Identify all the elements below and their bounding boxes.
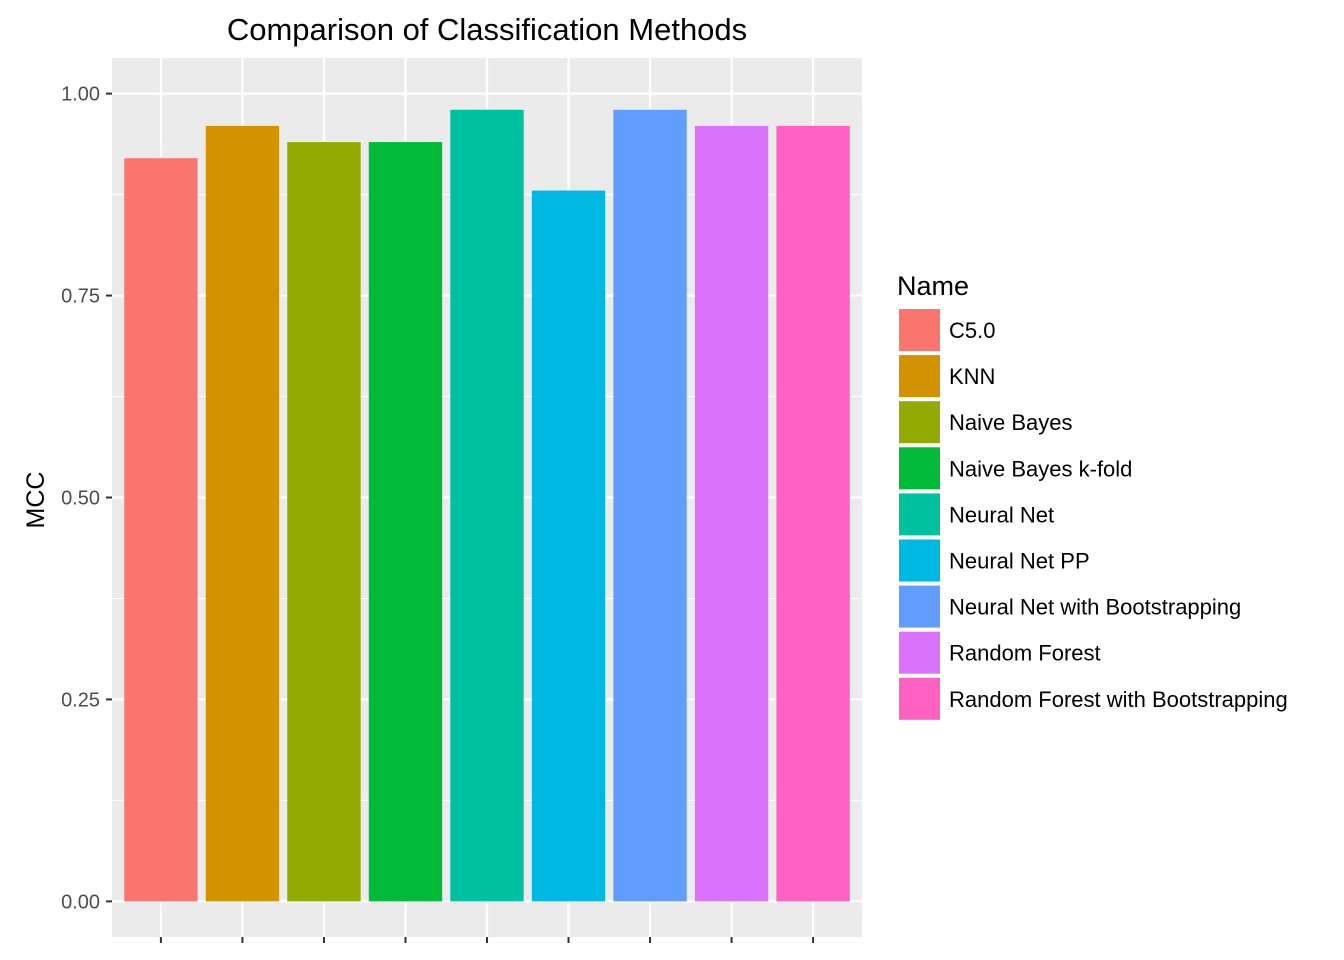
legend-key	[899, 309, 940, 351]
bar-neural-net-pp	[531, 190, 606, 902]
legend-label: Naive Bayes	[949, 410, 1073, 435]
legend-key	[899, 493, 940, 536]
chart-title: Comparison of Classification Methods	[227, 12, 747, 47]
y-tick-label: 0.75	[61, 286, 100, 308]
legend-key	[899, 539, 940, 582]
legend-label: Neural Net	[949, 502, 1054, 527]
y-axis-label: MCC	[22, 472, 50, 529]
legend-label: C5.0	[949, 318, 995, 343]
legend: Name C5.0 KNN Naive Bayes Naive Bayes k-fol…	[897, 271, 1288, 720]
legend-label: Naive Bayes k-fold	[949, 456, 1132, 481]
legend-label: Neural Net PP	[949, 549, 1090, 574]
bar-c5-0	[124, 158, 198, 902]
legend-key	[899, 355, 940, 398]
bar-knn	[205, 125, 280, 902]
legend-label: Random Forest with Bootstrapping	[949, 687, 1288, 712]
y-tick-label: 0.50	[61, 488, 100, 510]
bar-random-forest	[694, 125, 769, 902]
legend-label: KNN	[949, 364, 995, 389]
bar-random-forest-with-bootstrapping	[776, 125, 850, 902]
legend-title: Name	[897, 271, 969, 301]
legend-label: Random Forest	[949, 641, 1101, 666]
y-tick-label: 0.00	[61, 891, 100, 913]
legend-label: Neural Net with Bootstrapping	[949, 595, 1241, 620]
bar-naive-bayes	[287, 142, 361, 902]
legend-key	[899, 447, 940, 490]
legend-key	[899, 401, 940, 444]
bar-naive-bayes-k-fold	[368, 142, 443, 902]
axes: 0.00 0.25 0.50 0.75 1.00	[61, 84, 815, 943]
legend-key	[899, 677, 940, 720]
legend-key	[899, 585, 940, 628]
legend-key	[899, 631, 940, 674]
bars	[124, 109, 850, 902]
bar-neural-net-with-bootstrapping	[613, 109, 687, 902]
bar-neural-net	[450, 109, 524, 902]
y-tick-label: 1.00	[61, 84, 100, 106]
y-tick-label: 0.25	[61, 689, 100, 711]
